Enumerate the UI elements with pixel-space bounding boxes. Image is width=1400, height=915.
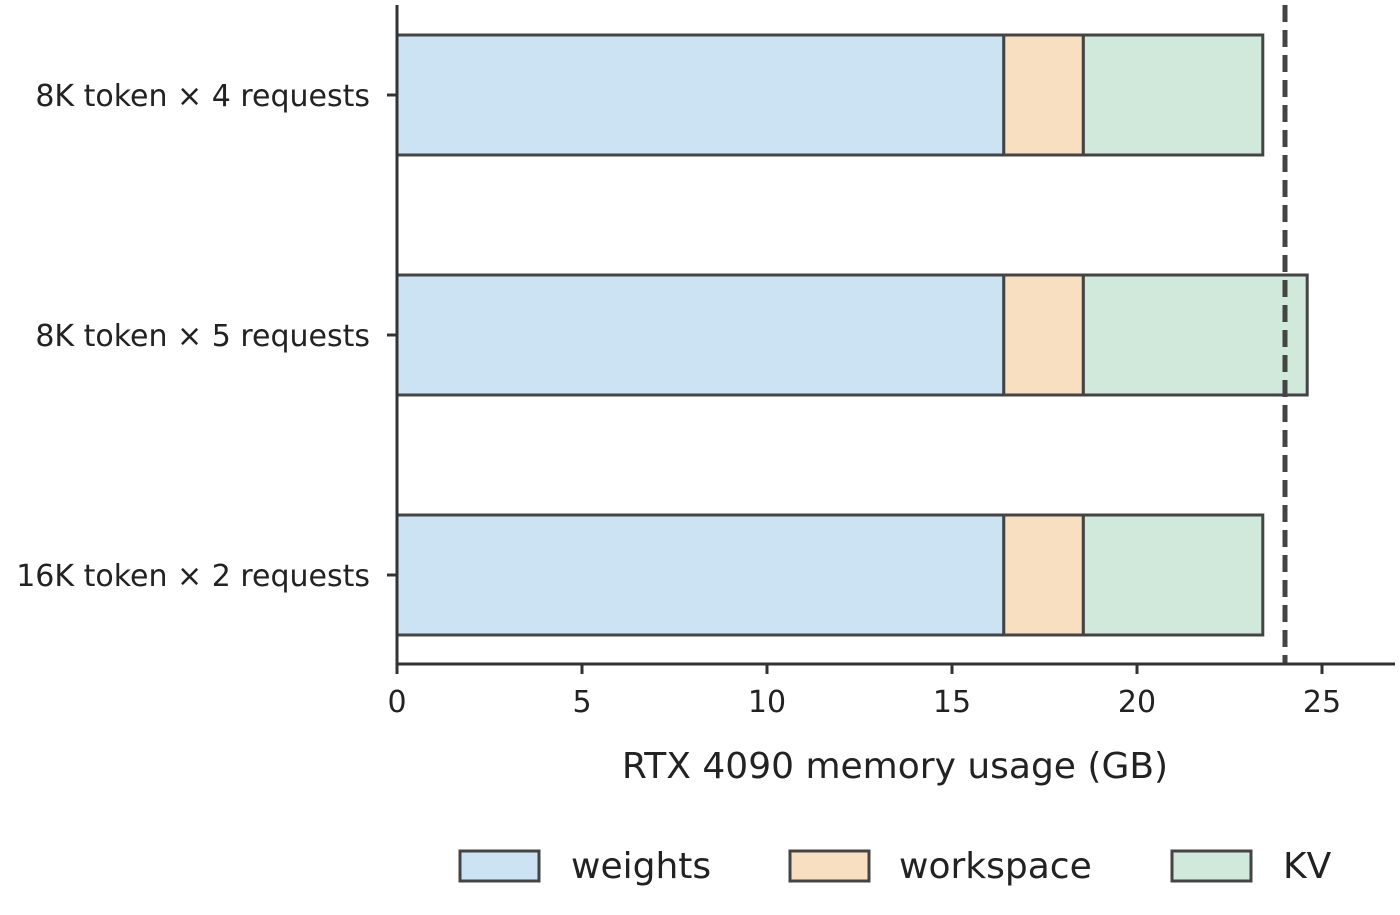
bar-workspace-1 [1002, 33, 1085, 157]
x-tick-label: 25 [1303, 685, 1341, 720]
legend-label-kv: KV [1283, 846, 1332, 887]
legend-swatch-kv [1170, 849, 1253, 883]
bar-kv-2 [1081, 273, 1309, 397]
bar-kv-1 [1081, 33, 1265, 157]
legend: weights workspace KV [458, 846, 1332, 887]
x-axis-title: RTX 4090 memory usage (GB) [622, 746, 1168, 787]
legend-label-workspace: workspace [899, 846, 1092, 887]
x-tick-label: 10 [748, 685, 786, 720]
x-tick-label: 20 [1118, 685, 1156, 720]
x-tick-label: 15 [933, 685, 971, 720]
legend-swatch-workspace [788, 849, 871, 883]
legend-swatch-weights [458, 849, 541, 883]
category-label: 8K token × 4 requests [35, 79, 370, 114]
legend-label-weights: weights [571, 846, 711, 887]
axes-layer: 0 5 10 15 20 25 8K token × 4 requests 8K token … [16, 5, 1395, 787]
bar-weights-3 [395, 513, 1006, 637]
category-label: 16K token × 2 requests [16, 559, 370, 594]
category-label: 8K token × 5 requests [35, 319, 370, 354]
bars-layer [395, 33, 1309, 637]
x-tick-label: 5 [572, 685, 591, 720]
bar-workspace-3 [1002, 513, 1085, 637]
x-tick-label: 0 [387, 685, 406, 720]
bar-workspace-2 [1002, 273, 1085, 397]
bar-weights-2 [395, 273, 1006, 397]
bar-kv-3 [1081, 513, 1265, 637]
bar-weights-1 [395, 33, 1006, 157]
